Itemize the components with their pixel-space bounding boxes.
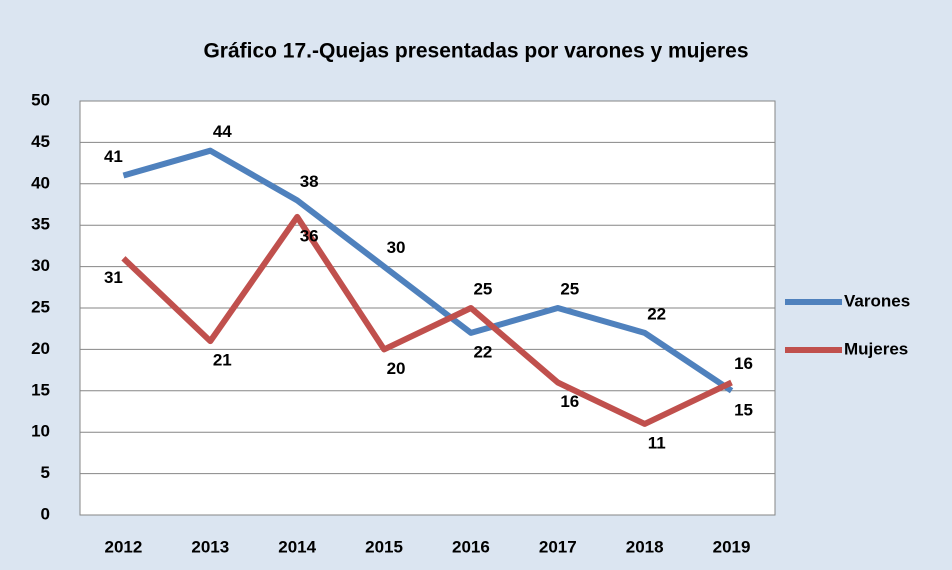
data-label: 21 <box>213 351 232 370</box>
data-label: 16 <box>734 354 753 373</box>
data-label: 36 <box>300 226 319 245</box>
data-label: 15 <box>734 400 753 419</box>
y-tick-label: 35 <box>31 215 50 234</box>
y-tick-label: 20 <box>31 339 50 358</box>
x-tick-label: 2012 <box>105 537 143 556</box>
x-tick-label: 2018 <box>626 537 664 556</box>
data-label: 11 <box>648 433 666 452</box>
data-label: 41 <box>104 147 123 166</box>
data-label: 22 <box>473 342 492 361</box>
y-tick-label: 15 <box>31 380 50 399</box>
x-tick-label: 2019 <box>713 537 751 556</box>
x-tick-label: 2017 <box>539 537 577 556</box>
y-tick-label: 45 <box>31 132 50 151</box>
y-tick-label: 0 <box>41 504 50 523</box>
data-label: 30 <box>387 238 406 257</box>
x-tick-label: 2014 <box>278 537 316 556</box>
data-label: 25 <box>560 279 579 298</box>
y-tick-label: 10 <box>31 422 50 441</box>
series-line <box>121 213 733 427</box>
legend-label: Mujeres <box>844 339 908 358</box>
data-label: 25 <box>473 279 492 298</box>
data-label: 38 <box>300 172 319 191</box>
x-tick-label: 2015 <box>365 537 403 556</box>
data-label: 16 <box>560 392 579 411</box>
data-label: 22 <box>647 304 666 323</box>
y-tick-label: 30 <box>31 256 50 275</box>
series-line <box>122 147 734 394</box>
legend-label: Varones <box>844 291 910 310</box>
y-tick-label: 40 <box>31 173 50 192</box>
y-tick-label: 5 <box>41 463 50 482</box>
data-label: 31 <box>104 268 123 287</box>
y-tick-label: 50 <box>31 90 50 109</box>
chart-title: Gráfico 17.-Quejas presentadas por varon… <box>203 40 748 63</box>
data-label: 44 <box>213 122 232 141</box>
x-tick-label: 2013 <box>191 537 229 556</box>
data-label: 20 <box>387 359 406 378</box>
x-tick-label: 2016 <box>452 537 490 556</box>
y-tick-label: 25 <box>31 297 50 316</box>
